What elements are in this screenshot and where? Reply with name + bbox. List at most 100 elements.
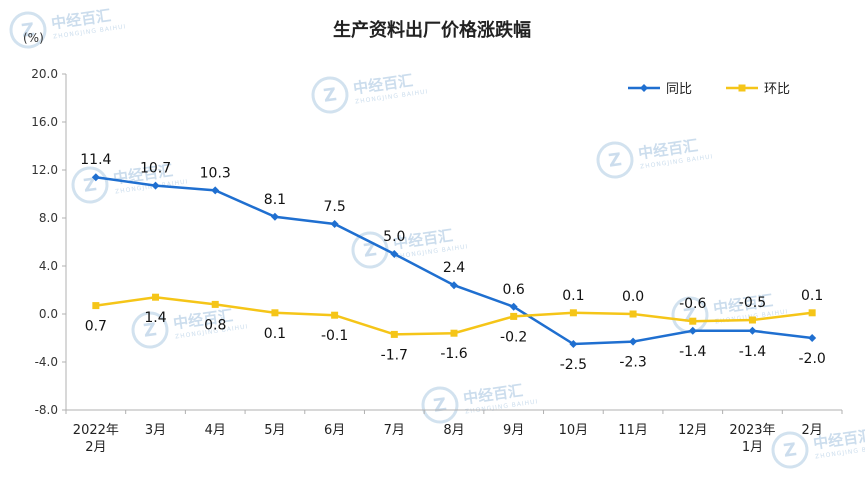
data-label: -2.0	[798, 351, 825, 367]
zj-logo-icon	[771, 431, 809, 469]
legend-marker-1	[738, 84, 746, 92]
data-label: -1.4	[679, 344, 706, 360]
watermark-logo-letter: Z	[607, 149, 623, 172]
series-point-0	[569, 340, 578, 348]
zj-logo-icon	[311, 76, 349, 114]
x-tick-label: 6月	[324, 423, 345, 438]
data-label: -1.4	[739, 344, 766, 360]
watermark-logo-letter: Z	[432, 394, 448, 417]
x-tick-label: 10月	[559, 423, 589, 438]
x-tick-label: 7月	[384, 423, 405, 438]
legend-marker-0	[640, 84, 648, 92]
data-label: 8.1	[264, 192, 286, 208]
data-label: 5.0	[383, 229, 405, 245]
series-point-0	[450, 281, 458, 290]
chart-title: 生产资料出厂价格涨跌幅	[333, 19, 531, 41]
series-point-1	[331, 311, 339, 319]
series-point-0	[91, 173, 100, 182]
data-label: -0.5	[739, 295, 766, 311]
y-tick-label: 4.0	[39, 259, 58, 273]
y-tick-label: 12.0	[31, 163, 58, 177]
series-point-0	[629, 337, 638, 346]
data-label: 0.1	[264, 326, 286, 342]
series-point-0	[270, 212, 279, 221]
series-point-0	[509, 302, 518, 311]
data-label: 0.1	[562, 288, 584, 304]
y-unit-label: (%)	[23, 31, 44, 45]
series-point-0	[748, 326, 757, 335]
axes: 20.0 16.0 12.0 8.0 4.0 0.0 -4.0 -8.0 2022年 2月 3月 4月…	[31, 67, 843, 455]
x-tick-label: 11月	[618, 423, 648, 438]
y-tick-label: -8.0	[35, 403, 58, 417]
x-tick-label: 2022年 2月	[73, 423, 119, 455]
data-label: 0.1	[801, 288, 823, 304]
data-label: 0.6	[503, 282, 525, 298]
data-label: -0.1	[321, 328, 348, 344]
data-label: -2.3	[619, 355, 646, 371]
x-tick-label: 3月	[145, 423, 166, 438]
series-point-0	[390, 250, 399, 258]
x-tick-label: 4月	[205, 423, 226, 438]
data-label: 2.4	[443, 260, 465, 276]
data-label: 1.4	[144, 310, 166, 326]
series-point-0	[211, 186, 220, 195]
watermark-logo-letter: Z	[20, 19, 36, 42]
watermark-logo-letter: Z	[322, 84, 338, 107]
x-tick-label: 2023年 1月	[729, 423, 775, 455]
series-point-1	[629, 310, 637, 318]
data-label: 11.4	[80, 152, 111, 168]
watermark-logo-letter: Z	[142, 319, 158, 342]
y-tick-label: 8.0	[39, 211, 58, 225]
series-point-0	[151, 181, 160, 190]
legend: 同比 环比	[628, 82, 790, 97]
zj-logo-icon	[421, 386, 459, 424]
series-point-1	[390, 330, 398, 338]
x-tick-label: 8月	[443, 423, 464, 438]
y-tick-label: 16.0	[31, 115, 58, 129]
x-tick-label: 5月	[264, 423, 285, 438]
data-label: 0.0	[622, 289, 644, 305]
zj-logo-icon	[351, 231, 389, 269]
series-point-1	[748, 316, 756, 324]
series-point-1	[152, 293, 160, 301]
data-label: -0.6	[679, 296, 706, 312]
watermark-logo-letter: Z	[782, 439, 798, 462]
data-label: -1.7	[381, 347, 408, 363]
zj-logo-icon	[71, 166, 109, 204]
x-tick-label: 12月	[678, 423, 708, 438]
series-point-1	[450, 329, 458, 337]
watermark-logo-letter: Z	[82, 174, 98, 197]
series-point-0	[688, 326, 697, 335]
series-point-1	[271, 309, 279, 317]
series-point-0	[330, 220, 339, 228]
y-tick-label: 0.0	[39, 307, 58, 321]
x-tick-label: 9月	[503, 423, 524, 438]
data-label: 10.3	[200, 165, 231, 181]
data-label: 0.8	[204, 317, 226, 333]
data-label: 0.7	[85, 319, 107, 335]
y-tick-label: 20.0	[31, 67, 58, 81]
series-layer	[91, 173, 817, 348]
zj-logo-icon	[596, 141, 634, 179]
series-point-1	[689, 317, 697, 325]
zj-logo-icon	[131, 311, 169, 349]
series-point-1	[510, 312, 518, 320]
data-label: 10.7	[140, 161, 171, 177]
data-label: -2.5	[560, 357, 587, 373]
series-point-1	[569, 309, 577, 317]
legend-label-0: 同比	[666, 82, 692, 97]
series-point-1	[211, 300, 219, 308]
y-tick-label: -4.0	[35, 355, 58, 369]
series-point-1	[92, 302, 100, 310]
data-label: -0.2	[500, 329, 527, 345]
data-labels: 11.4 10.7 10.3 8.1 7.5 5.0 2.4 0.6 -2.5 -2.3 -1.4 -…	[80, 152, 826, 373]
data-label: -1.6	[440, 346, 467, 362]
x-tick-label: 2月	[802, 423, 823, 438]
zj-logo-icon	[9, 11, 47, 49]
series-point-1	[808, 309, 816, 317]
